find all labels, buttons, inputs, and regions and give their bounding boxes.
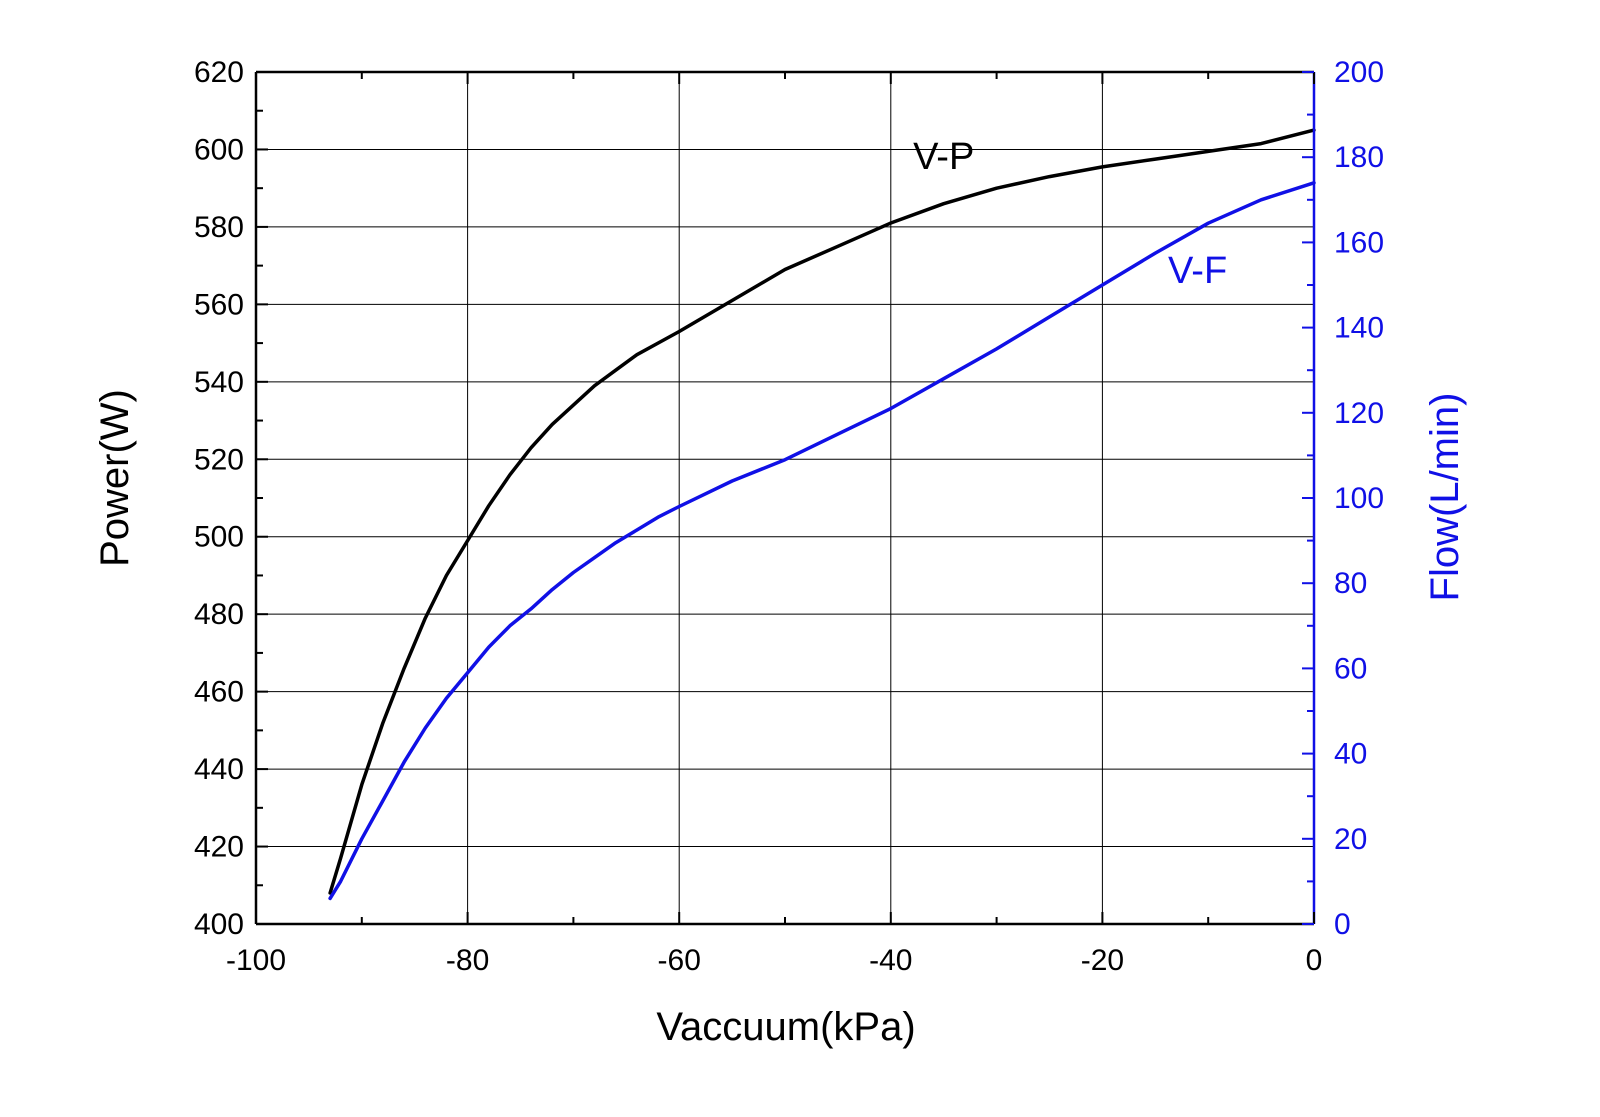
y2-tick-label: 120 bbox=[1334, 397, 1384, 430]
series-line-v-f bbox=[328, 181, 1316, 901]
x-tick-label: -20 bbox=[1081, 944, 1124, 977]
y-tick-label: 420 bbox=[194, 831, 244, 864]
y2-tick-label: 0 bbox=[1334, 908, 1351, 941]
x-tick-label: -40 bbox=[869, 944, 912, 977]
y2-tick-label: 80 bbox=[1334, 567, 1367, 600]
y-tick-label: 520 bbox=[194, 443, 244, 476]
y2-tick-label: 200 bbox=[1334, 56, 1384, 89]
y-tick-label: 560 bbox=[194, 288, 244, 321]
axes: -100 -80 -60 -40 -20 040042044046048050052054… bbox=[194, 56, 1384, 977]
y-tick-label: 500 bbox=[194, 521, 244, 554]
y2-tick-label: 100 bbox=[1334, 482, 1384, 515]
y-tick-label: 600 bbox=[194, 133, 244, 166]
y2-tick-label: 20 bbox=[1334, 823, 1367, 856]
y2-tick-label: 180 bbox=[1334, 141, 1384, 174]
x-axis-title: Vaccuum(kPa) bbox=[656, 1005, 915, 1049]
y2-tick-label: 60 bbox=[1334, 652, 1367, 685]
x-tick-label: -60 bbox=[658, 944, 701, 977]
series-line-v-p bbox=[328, 128, 1316, 895]
x-tick-label: -80 bbox=[446, 944, 489, 977]
y-axis-title: Power(W) bbox=[93, 389, 137, 567]
y-tick-label: 460 bbox=[194, 676, 244, 709]
series-label-v-f: V-F bbox=[1168, 250, 1227, 292]
x-tick-label: 0 bbox=[1306, 944, 1323, 977]
grid bbox=[256, 72, 1314, 924]
x-tick-label: -100 bbox=[226, 944, 286, 977]
y-tick-label: 540 bbox=[194, 366, 244, 399]
y-tick-label: 400 bbox=[194, 908, 244, 941]
y2-tick-label: 40 bbox=[1334, 738, 1367, 771]
y-tick-label: 480 bbox=[194, 598, 244, 631]
y-tick-label: 620 bbox=[194, 56, 244, 89]
series-label-v-p: V-P bbox=[913, 136, 974, 178]
y-tick-label: 440 bbox=[194, 753, 244, 786]
annotations: V-P V-F bbox=[913, 136, 1227, 292]
y2-tick-label: 140 bbox=[1334, 312, 1384, 345]
series-lines bbox=[328, 128, 1316, 901]
y2-tick-label: 160 bbox=[1334, 226, 1384, 259]
y-tick-label: 580 bbox=[194, 211, 244, 244]
y2-axis-title: Flow(L/min) bbox=[1423, 393, 1467, 602]
